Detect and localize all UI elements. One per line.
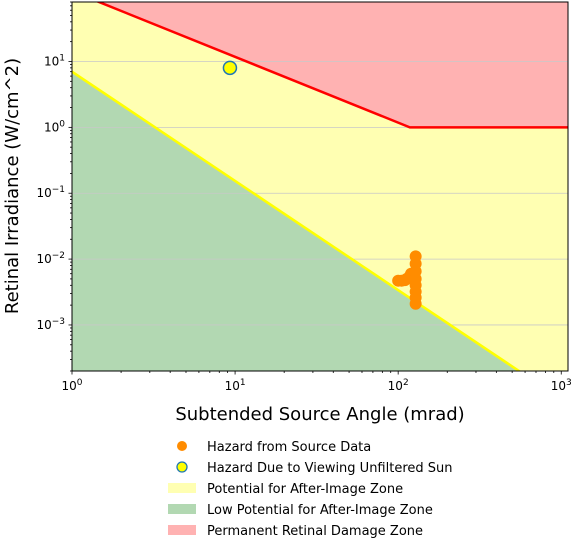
plot-frame xyxy=(71,1,569,372)
damage-threshold-line xyxy=(95,2,568,129)
y-tick-label: 101 xyxy=(44,53,65,68)
sun-hazard-point xyxy=(222,60,238,76)
legend-label: Permanent Retinal Damage Zone xyxy=(207,524,423,539)
legend-label: Low Potential for After-Image Zone xyxy=(207,503,433,518)
y-axis-title: Retinal Irradiance (W/cm^2) xyxy=(2,58,23,314)
source-hazard-point xyxy=(409,297,422,310)
boundary-lines xyxy=(72,2,568,371)
legend: Hazard from Source Data Hazard Due to Vie… xyxy=(168,440,453,539)
y-tick-label: 10−3 xyxy=(36,317,65,332)
x-axis-title: Subtended Source Angle (mrad) xyxy=(175,404,464,425)
retinal-damage-zone xyxy=(98,2,568,128)
legend-label: Hazard Due to Viewing Unfiltered Sun xyxy=(207,461,453,476)
legend-sun-marker xyxy=(176,461,188,473)
x-tick-label: 102 xyxy=(388,378,409,393)
x-tick-label: 103 xyxy=(551,378,572,393)
y-axis: 10−3 10−2 10−1 100 101 xyxy=(36,1,72,372)
legend-label: Potential for After-Image Zone xyxy=(207,482,403,497)
x-tick-label: 101 xyxy=(225,378,246,393)
legend-zone-swatch xyxy=(168,525,196,535)
data-points xyxy=(222,60,422,310)
plot-border xyxy=(71,1,569,372)
legend-source-marker xyxy=(177,441,187,451)
legend-label: Hazard from Source Data xyxy=(207,440,371,455)
x-tick-label: 100 xyxy=(61,378,82,393)
after-image-threshold-line xyxy=(72,70,522,371)
y-tick-label: 10−2 xyxy=(36,251,65,266)
y-tick-label: 10−1 xyxy=(36,185,65,200)
legend-zone-swatch xyxy=(168,483,196,493)
x-axis: 100 101 102 103 xyxy=(61,371,572,393)
y-tick-label: 100 xyxy=(44,119,65,134)
hazard-zones xyxy=(72,2,568,371)
legend-zone-swatch xyxy=(168,504,196,514)
